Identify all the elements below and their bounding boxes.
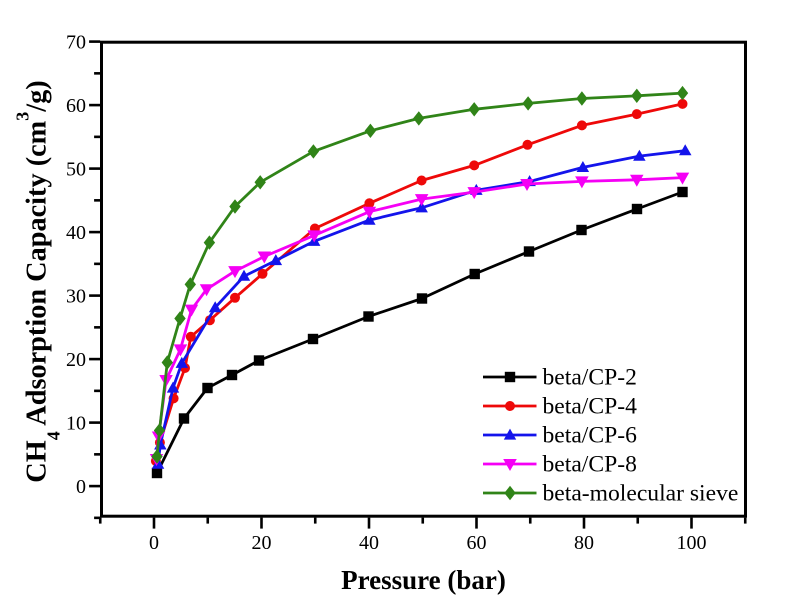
svg-text:50: 50 — [66, 158, 86, 180]
svg-text:100: 100 — [677, 532, 707, 554]
svg-text:60: 60 — [66, 95, 86, 117]
svg-text:beta-molecular sieve: beta-molecular sieve — [543, 481, 739, 507]
svg-text:beta/CP-6: beta/CP-6 — [543, 423, 638, 449]
svg-text:40: 40 — [66, 222, 86, 244]
svg-text:beta/CP-8: beta/CP-8 — [543, 452, 637, 478]
svg-text:beta/CP-4: beta/CP-4 — [543, 394, 638, 420]
svg-text:Pressure (bar): Pressure (bar) — [341, 565, 506, 595]
svg-text:10: 10 — [66, 412, 86, 434]
svg-text:20: 20 — [252, 532, 272, 554]
svg-text:30: 30 — [66, 285, 86, 307]
svg-text:60: 60 — [467, 532, 487, 554]
svg-text:CH4 Adsorption Capacity (cm3/g: CH4 Adsorption Capacity (cm3/g) — [13, 80, 64, 482]
svg-text:20: 20 — [66, 349, 86, 371]
svg-text:70: 70 — [66, 31, 86, 53]
svg-text:80: 80 — [574, 532, 594, 554]
svg-text:0: 0 — [76, 476, 86, 498]
svg-text:40: 40 — [359, 532, 379, 554]
svg-text:beta/CP-2: beta/CP-2 — [543, 365, 637, 391]
svg-text:0: 0 — [149, 532, 159, 554]
